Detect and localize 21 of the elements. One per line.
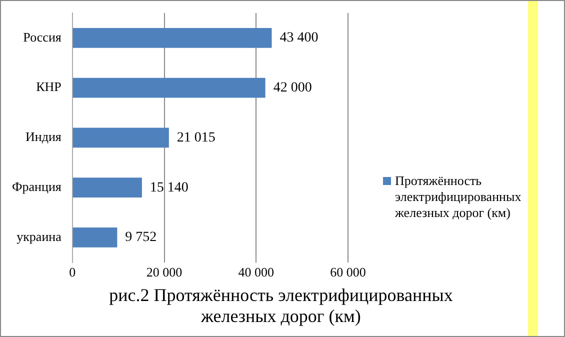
y-tick-label: Франция [12, 179, 62, 194]
bar [72, 128, 169, 148]
x-tick-label: 40 000 [238, 264, 274, 280]
data-label: 43 400 [280, 30, 318, 46]
legend-label: Протяжённость электрифицированных железных дорог (км) [395, 173, 522, 221]
bar [72, 178, 142, 198]
x-tick-label: 0 [69, 264, 76, 280]
bar [72, 227, 118, 248]
text: рис.2 Протяжённость электрифицированных железных дорог (км) [108, 285, 454, 327]
data-label: 15 140 [150, 180, 188, 196]
y-tick-label: Индия [25, 129, 62, 144]
data-label: 21 015 [176, 130, 216, 146]
bar [72, 78, 266, 98]
y-tick-label: Россия [23, 29, 62, 44]
x-tick-label: 20 000 [146, 264, 182, 280]
y-tick-label: КНР [36, 79, 62, 94]
y-tick-label: украина [16, 228, 62, 244]
x-tick-label: 60 000 [330, 264, 366, 280]
data-label: 9 752 [125, 230, 157, 246]
data-label: 42 000 [273, 80, 312, 96]
bar [72, 28, 272, 48]
